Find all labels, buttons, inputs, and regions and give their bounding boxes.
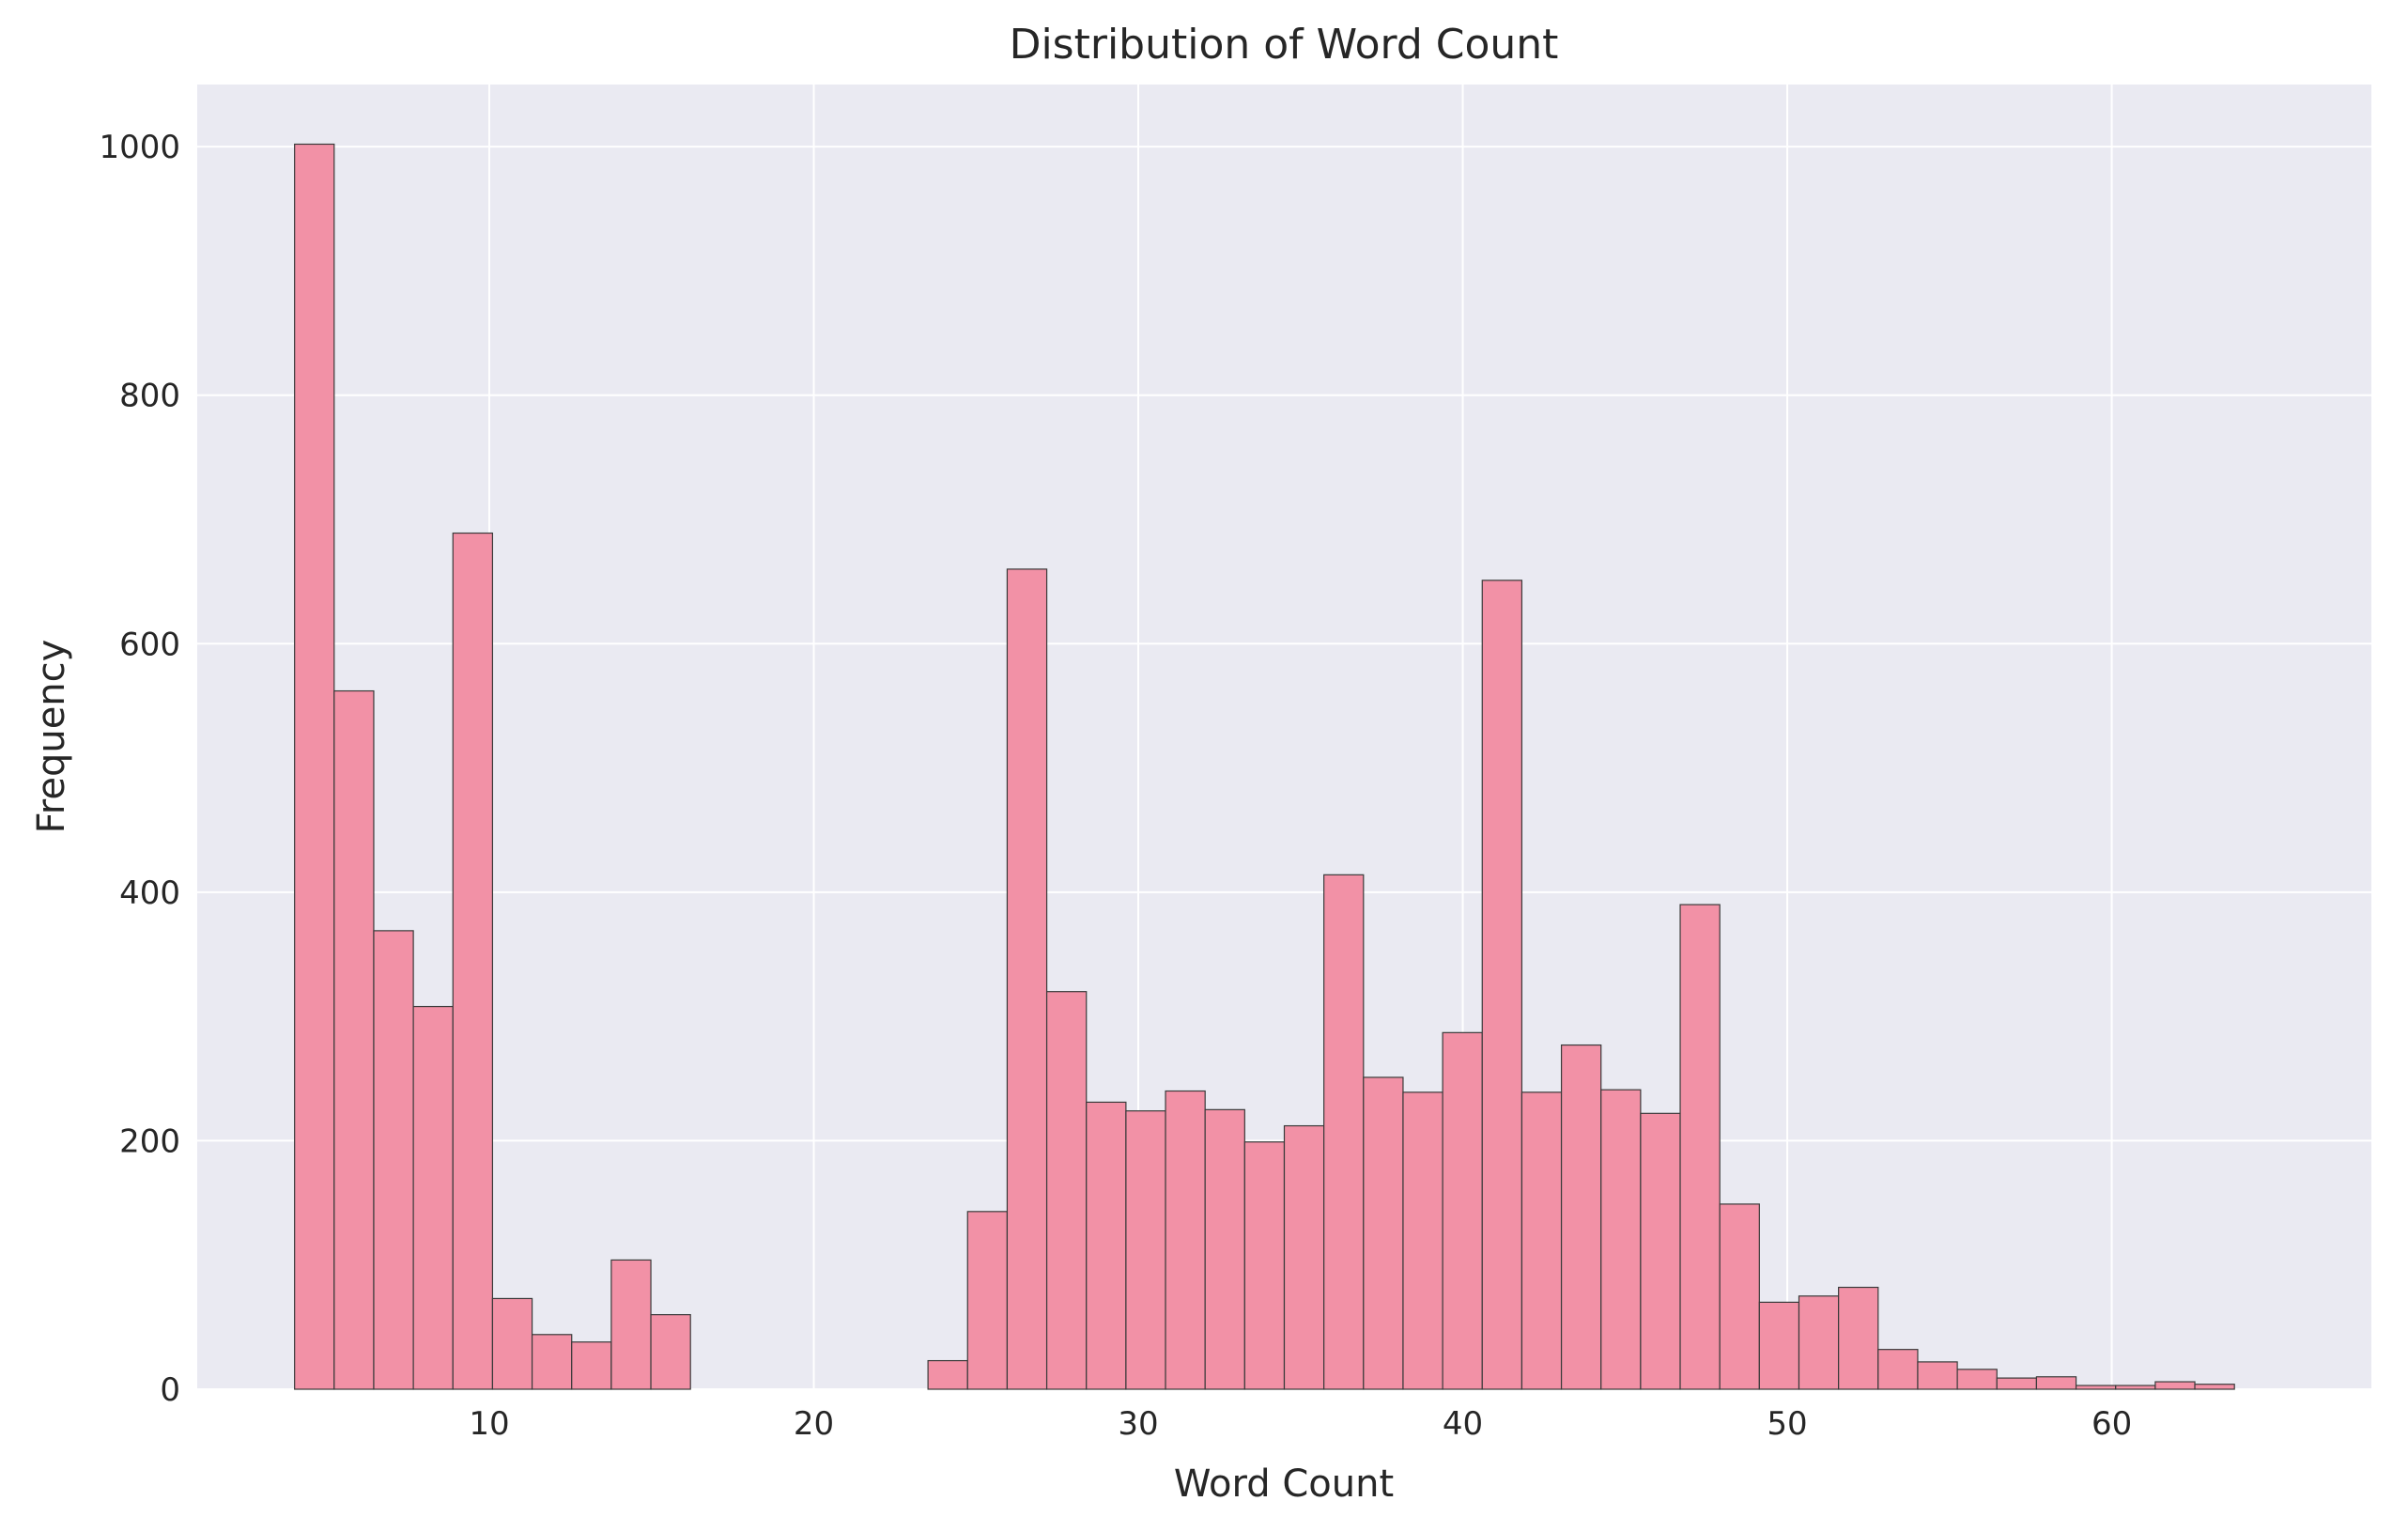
histogram-bar-33 [1600,1089,1642,1390]
y-axis-label: Frequency [30,640,73,834]
histogram-bar-16 [927,1359,968,1390]
histogram-bars [294,143,2235,1390]
histogram-bar-24 [1243,1141,1286,1390]
histogram-bar-47 [2154,1381,2196,1390]
histogram-bar-23 [1204,1108,1245,1390]
histogram-bar-18 [1006,568,1048,1390]
histogram-bar-34 [1640,1112,1681,1390]
histogram-bar-26 [1323,874,1365,1390]
histogram-bar-37 [1758,1301,1800,1390]
histogram-bar-17 [966,1211,1009,1390]
y-tick-label-2: 400 [119,874,180,912]
histogram-bar-36 [1719,1203,1760,1390]
histogram-bar-25 [1283,1124,1325,1390]
histogram-bar-44 [2035,1376,2077,1390]
x-tick-label-2: 30 [1118,1405,1158,1443]
histogram-bar-43 [1996,1377,2038,1390]
y-axis-ticks: 0 200 400 600 800 1000 [99,129,180,1409]
histogram-bar-27 [1363,1076,1404,1390]
histogram-bar-29 [1442,1031,1483,1390]
histogram-bar-5 [491,1297,533,1390]
x-tick-label-1: 20 [794,1405,834,1443]
histogram-bar-3 [412,1005,454,1390]
histogram-bar-2 [373,930,414,1390]
histogram-bar-9 [650,1314,691,1390]
histogram-bar-28 [1402,1091,1443,1390]
histogram-bar-22 [1165,1090,1206,1390]
histogram-bar-41 [1917,1361,1958,1390]
x-tick-label-0: 10 [469,1405,509,1443]
histogram-bar-20 [1086,1101,1127,1390]
histogram-bar-0 [294,143,335,1390]
x-tick-label-5: 60 [2092,1405,2132,1443]
histogram-bar-19 [1045,991,1088,1390]
y-tick-label-0: 0 [160,1371,180,1409]
histogram-bar-38 [1798,1295,1840,1390]
y-tick-label-1: 200 [119,1122,180,1160]
y-tick-label-5: 1000 [99,129,180,166]
histogram-bar-21 [1125,1110,1166,1390]
y-tick-label-4: 800 [119,378,180,415]
histogram-bar-46 [2115,1385,2156,1390]
histogram-bar-32 [1560,1044,1602,1390]
histogram-bar-8 [610,1259,652,1390]
chart-title: Distribution of Word Count [1010,21,1559,69]
x-axis-label: Word Count [1174,1462,1394,1506]
histogram-bar-42 [1956,1369,1998,1390]
x-tick-label-4: 50 [1767,1405,1807,1443]
histogram-bar-39 [1838,1286,1879,1390]
histogram-bar-4 [452,532,494,1390]
histogram-bar-35 [1679,904,1721,1390]
histogram-bar-48 [2194,1384,2235,1390]
y-tick-label-3: 600 [119,626,180,663]
histogram-bar-40 [1877,1349,1919,1390]
x-axis-ticks: 10 20 30 40 50 60 [469,1405,2132,1443]
histogram-bar-1 [333,689,375,1390]
x-tick-label-3: 40 [1443,1405,1483,1443]
histogram-bar-31 [1520,1091,1563,1390]
histogram-bar-45 [2075,1385,2117,1390]
histogram-bar-30 [1481,580,1523,1390]
histogram-bar-6 [531,1334,573,1390]
histogram-bar-7 [571,1341,612,1390]
